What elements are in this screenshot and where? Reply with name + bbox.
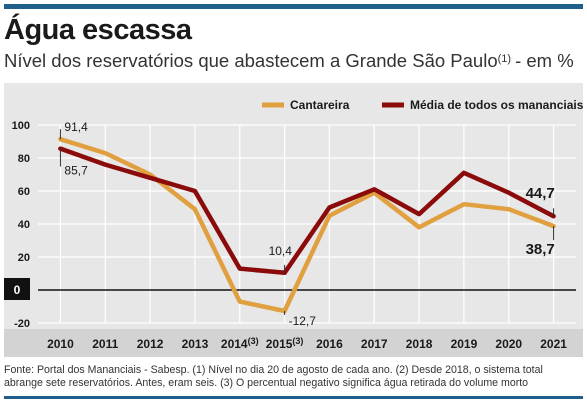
y-tick-label: 60 [18, 186, 30, 198]
legend-label-2: Média de todos os mananciais(2) [410, 97, 583, 112]
x-tick-label: 2018 [406, 337, 433, 351]
line-chart: Cantareira Média de todos os mananciais(2… [4, 97, 583, 357]
bottom-accent-bar [4, 396, 583, 399]
x-tick-label: 2019 [451, 337, 478, 351]
x-tick-label: 2013 [182, 337, 209, 351]
y-tick-label: 20 [18, 252, 30, 264]
legend-label-1: Cantareira [290, 98, 350, 112]
data-label: 10,4 [269, 244, 293, 258]
x-tick-label: 2016 [316, 337, 343, 351]
y-tick-label: 80 [18, 153, 30, 165]
zero-tick-label: 0 [14, 283, 21, 297]
y-tick-label: -20 [14, 318, 30, 330]
data-label: 85,7 [64, 164, 88, 178]
data-label: -12,7 [289, 314, 317, 328]
data-label: 91,4 [64, 120, 88, 134]
subtitle-unit: - em % [515, 50, 574, 71]
x-tick-label: 2017 [361, 337, 388, 351]
x-tick-footnote-ref: (3) [248, 336, 259, 346]
data-label: 44,7 [526, 185, 555, 202]
subtitle-footnote-ref: (1) [497, 53, 512, 65]
chart-subtitle: Nível dos reservatórios que abastecem a … [4, 50, 574, 72]
x-tick-label: 2010 [47, 337, 74, 351]
data-label: 38,7 [526, 241, 555, 258]
x-axis-band [4, 329, 583, 357]
y-tick-label: 100 [12, 120, 30, 132]
chart-title: Água escassa [4, 14, 192, 46]
x-tick-label: 2021 [540, 337, 567, 351]
top-accent-bar [4, 4, 583, 9]
y-tick-label: 40 [18, 219, 30, 231]
series-line-1 [58, 136, 556, 314]
x-tick-footnote-ref: (3) [292, 336, 303, 346]
series-line-2 [58, 146, 556, 276]
x-tick-label: 2012 [137, 337, 164, 351]
x-tick-label: 2011 [92, 337, 118, 351]
footnote: Fonte: Portal dos Mananciais - Sabesp. (… [4, 364, 543, 389]
chart-area: Cantareira Média de todos os mananciais(2… [4, 83, 583, 357]
zero-label-box [4, 278, 30, 300]
x-tick-label: 2020 [495, 337, 522, 351]
subtitle-text: Nível dos reservatórios que abastecem a … [4, 50, 498, 71]
